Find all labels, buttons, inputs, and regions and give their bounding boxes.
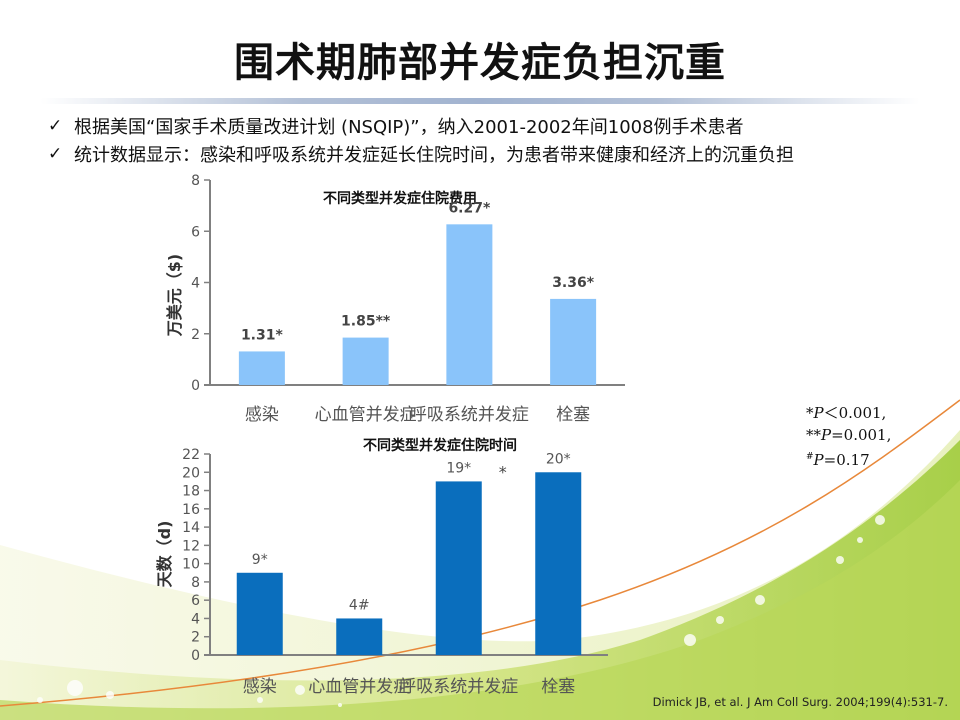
category-label: 呼吸系统并发症 [399, 677, 518, 697]
data-label: 1.31* [241, 327, 284, 343]
check-icon: ✓ [48, 144, 63, 164]
y-tick-label: 10 [182, 557, 200, 573]
category-label: 心血管并发症 [315, 405, 417, 425]
y-tick-label: 4 [191, 276, 200, 292]
y-tick-label: 2 [191, 327, 200, 343]
category-label: 感染 [245, 405, 279, 425]
bar [446, 224, 493, 385]
chart-title: 不同类型并发症住院费用 [323, 190, 477, 207]
data-label: 19* [446, 460, 471, 476]
category-label: 感染 [243, 677, 277, 697]
bullet-text: 统计数据显示：感染和呼吸系统并发症延长住院时间，为患者带来健康和经济上的沉重负担 [74, 145, 794, 166]
y-tick-label: 4 [191, 611, 200, 627]
significance-notes: *P＜0.001, **P=0.001, #P=0.17 [806, 402, 891, 471]
extra-marker: * [499, 462, 507, 481]
y-tick-label: 14 [182, 520, 200, 536]
bar [236, 572, 283, 655]
data-label: 20* [546, 451, 571, 467]
data-label: 9* [252, 552, 268, 568]
data-label: 1.85** [341, 314, 391, 330]
bullet-list: ✓ 根据美国“国家手术质量改进计划 (NSQIP)”，纳入2001-2002年间… [48, 112, 948, 168]
y-tick-label: 20 [182, 465, 200, 481]
bar [342, 337, 389, 385]
citation: Dimick JB, et al. J Am Coll Surg. 2004;1… [652, 695, 948, 709]
chart-title: 不同类型并发症住院时间 [363, 437, 517, 454]
y-axis-label: 万美元（$) [165, 254, 184, 337]
bar [550, 298, 597, 385]
y-tick-label: 18 [182, 484, 200, 500]
category-label: 心血管并发症 [308, 677, 410, 697]
category-label: 栓塞 [556, 405, 590, 425]
note-line: #P=0.17 [806, 451, 870, 469]
data-label: 6.27* [448, 200, 491, 216]
category-label: 栓塞 [541, 677, 575, 697]
y-tick-label: 6 [191, 224, 200, 240]
category-label: 呼吸系统并发症 [410, 405, 529, 425]
data-label: 3.36* [552, 275, 595, 291]
y-axis-label: 天数（d) [155, 521, 174, 588]
y-tick-label: 6 [191, 593, 200, 609]
bullet-text: 根据美国“国家手术质量改进计划 (NSQIP)”，纳入2001-2002年间10… [74, 117, 744, 138]
bullet-item: ✓ 根据美国“国家手术质量改进计划 (NSQIP)”，纳入2001-2002年间… [48, 112, 948, 140]
bar [535, 472, 582, 655]
note-line: *P＜0.001, [806, 404, 887, 422]
cost-chart: 不同类型并发症住院费用 万美元（$) 0 2 4 6 8 1.31* 1.85** 6.27… [165, 173, 625, 425]
y-tick-label: 12 [182, 538, 200, 554]
y-tick-label: 0 [191, 378, 200, 394]
bar [435, 481, 482, 655]
bullet-item: ✓ 统计数据显示：感染和呼吸系统并发症延长住院时间，为患者带来健康和经济上的沉重… [48, 140, 948, 168]
bar [336, 618, 383, 655]
title-divider [40, 98, 920, 104]
y-tick-label: 0 [191, 648, 200, 664]
y-tick-label: 16 [182, 502, 200, 518]
y-tick-label: 8 [191, 173, 200, 189]
y-tick-label: 2 [191, 630, 200, 646]
y-tick-label: 8 [191, 575, 200, 591]
bar [238, 351, 285, 385]
y-tick-label: 22 [182, 447, 200, 463]
days-chart: 不同类型并发症住院时间 天数（d) 0 2 4 6 8 10 12 14 16 18 20 22 9*… [155, 437, 608, 697]
slide-title: 围术期肺部并发症负担沉重 [234, 40, 726, 86]
data-label: 4# [349, 597, 370, 613]
note-line: **P=0.001, [806, 426, 892, 444]
check-icon: ✓ [48, 116, 63, 136]
